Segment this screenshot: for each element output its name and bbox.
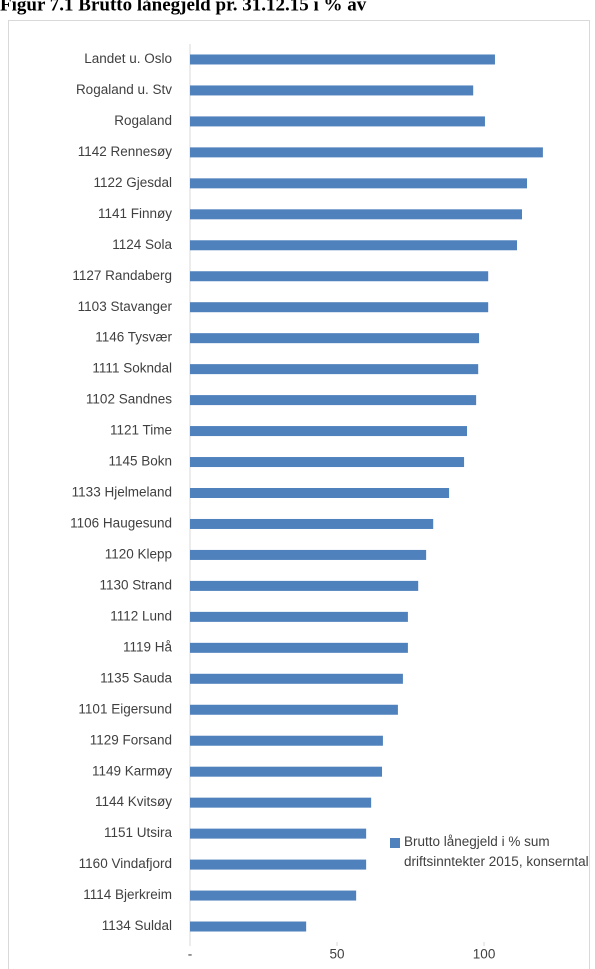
y-tick-label: 1151 Utsira xyxy=(104,825,173,840)
bar xyxy=(190,828,367,839)
y-tick-label: 1134 Suldal xyxy=(102,918,172,933)
chart-title: Figur 7.1 Brutto lånegjeld pr. 31.12.15 … xyxy=(0,0,367,15)
bar xyxy=(190,642,408,653)
y-tick-label: 1142 Rennesøy xyxy=(78,144,173,159)
legend-label: Brutto lånegjeld i % sum driftsinntekter… xyxy=(404,834,589,869)
y-tick-label: 1160 Vindafjord xyxy=(79,856,172,871)
y-tick-label: 1141 Finnøy xyxy=(98,206,172,221)
y-tick-label: 1127 Randaberg xyxy=(72,268,172,283)
chart-border xyxy=(8,20,590,969)
bar xyxy=(190,890,357,901)
bar xyxy=(190,611,408,622)
y-tick-label: 1145 Bokn xyxy=(108,454,172,469)
y-tick-label: 1135 Sauda xyxy=(100,670,172,685)
bar xyxy=(190,54,495,65)
bar xyxy=(190,302,489,313)
bar xyxy=(190,395,477,406)
bar xyxy=(190,209,523,220)
bar xyxy=(190,240,518,251)
bar xyxy=(190,271,489,282)
y-tick-label: 1144 Kvitsøy xyxy=(95,794,172,809)
bar xyxy=(190,457,465,468)
y-tick-label: 1114 Bjerkreim xyxy=(83,887,172,902)
y-tick-label: 1112 Lund xyxy=(110,608,172,623)
bar xyxy=(190,549,427,560)
y-tick-label: Rogaland xyxy=(114,113,172,128)
y-tick-label: Landet u. Oslo xyxy=(84,51,172,66)
bar xyxy=(190,364,479,375)
bar xyxy=(190,426,468,437)
y-tick-label: 1130 Strand xyxy=(99,577,172,592)
y-tick-label: 1121 Time xyxy=(110,423,172,438)
y-tick-label: 1146 Tysvær xyxy=(95,330,172,345)
bar xyxy=(190,921,307,932)
bar xyxy=(190,488,450,498)
y-tick-label: 1120 Klepp xyxy=(105,546,172,561)
x-tick-label: - xyxy=(188,947,193,962)
bar xyxy=(190,580,419,591)
y-tick-label: 1106 Haugesund xyxy=(70,516,172,531)
bar xyxy=(190,116,485,127)
y-tick-label: 1119 Hå xyxy=(123,639,173,654)
bar xyxy=(190,704,398,715)
y-tick-label: 1103 Stavanger xyxy=(78,299,173,314)
y-tick-label: Rogaland u. Stv xyxy=(76,82,172,97)
x-tick-label: 50 xyxy=(330,947,345,962)
y-tick-label: 1111 Sokndal xyxy=(92,361,172,376)
legend-key xyxy=(390,838,400,848)
y-tick-label: 1124 Sola xyxy=(112,237,172,252)
bar xyxy=(190,178,528,189)
bar xyxy=(190,735,383,746)
bar xyxy=(190,147,543,158)
x-tick-label: 100 xyxy=(473,947,496,962)
y-tick-label: 1122 Gjesdal xyxy=(93,175,172,190)
y-tick-label: 1101 Eigersund xyxy=(78,701,172,716)
y-tick-label: 1102 Sandnes xyxy=(86,392,172,407)
bar xyxy=(190,518,434,529)
bar xyxy=(190,859,367,870)
bar xyxy=(190,797,372,808)
bar xyxy=(190,333,480,344)
bar xyxy=(190,766,383,777)
bar xyxy=(190,673,403,684)
y-tick-label: 1149 Karmøy xyxy=(92,763,172,778)
y-tick-label: 1129 Forsand xyxy=(90,732,172,747)
bar xyxy=(190,85,474,96)
y-tick-label: 1133 Hjelmeland xyxy=(72,485,172,500)
